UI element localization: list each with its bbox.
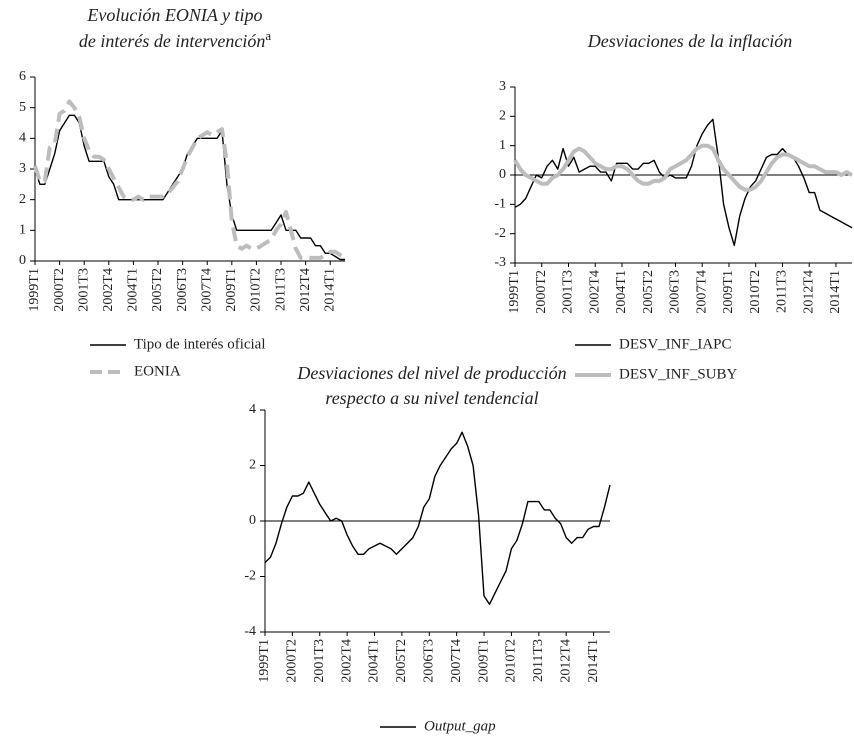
x-tick-label: 2011T3 xyxy=(273,268,288,311)
x-tick-label: 2009T1 xyxy=(476,639,491,683)
y-tick-label: 1 xyxy=(19,223,26,238)
y-tick-label: 3 xyxy=(19,161,26,176)
y-tick-label: 0 xyxy=(499,167,506,182)
y-tick-label: 0 xyxy=(249,513,256,528)
series-line xyxy=(33,99,347,260)
series-line xyxy=(513,143,853,192)
x-tick-label: 2012T4 xyxy=(801,270,816,314)
y-tick-label: 2 xyxy=(249,458,256,473)
x-tick-label: 2012T4 xyxy=(298,268,313,312)
y-tick-label: 5 xyxy=(19,100,26,115)
x-tick-label: 2007T4 xyxy=(199,268,214,312)
x-tick-label: 2006T3 xyxy=(422,639,437,683)
y-tick-label: 2 xyxy=(499,109,506,124)
y-tick-label: 3 xyxy=(499,79,506,94)
x-tick-label: 2004T1 xyxy=(126,268,141,312)
y-tick-label: -2 xyxy=(494,226,506,241)
x-tick-label: 2001T3 xyxy=(561,270,576,314)
legend-label: DESV_INF_IAPC xyxy=(619,336,732,352)
x-tick-label: 2006T3 xyxy=(175,268,190,312)
x-tick-label: 2005T2 xyxy=(150,268,165,312)
x-tick-label: 2009T1 xyxy=(721,270,736,314)
chart-title: Desviaciones de la inflación xyxy=(587,31,792,51)
legend-label: Tipo de interés oficial xyxy=(134,336,266,352)
x-tick-label: 1999T1 xyxy=(257,639,272,683)
chart-title: Desviaciones del nivel de producción xyxy=(296,363,566,383)
x-tick-label: 2010T2 xyxy=(748,270,763,314)
x-tick-label: 2001T3 xyxy=(312,639,327,683)
chart-title: Evolución EONIA y tipo xyxy=(86,5,262,25)
y-tick-label: 2 xyxy=(19,192,26,207)
y-tick-label: 0 xyxy=(19,253,26,268)
x-tick-label: 2004T1 xyxy=(367,639,382,683)
series-line xyxy=(514,118,853,247)
y-tick-label: -3 xyxy=(494,255,506,270)
x-tick-label: 2004T1 xyxy=(614,270,629,314)
x-tick-label: 2007T4 xyxy=(449,639,464,683)
x-tick-label: 2010T2 xyxy=(504,639,519,683)
x-tick-label: 2005T2 xyxy=(641,270,656,314)
x-tick-label: 2002T4 xyxy=(587,270,602,314)
y-tick-label: -4 xyxy=(244,624,256,639)
series-line xyxy=(34,114,345,261)
legend-label: DESV_INF_SUBY xyxy=(619,366,738,382)
x-tick-label: 2000T2 xyxy=(285,639,300,683)
chart-title: respecto a su nivel tendencial xyxy=(325,388,538,408)
chart-title: de interés de intervencióna xyxy=(79,28,271,51)
x-tick-label: 1999T1 xyxy=(507,270,522,314)
x-tick-label: 2002T4 xyxy=(339,639,354,683)
x-tick-label: 2012T4 xyxy=(558,639,573,683)
y-tick-label: 6 xyxy=(19,69,26,84)
y-tick-label: -2 xyxy=(244,569,256,584)
x-tick-label: 2010T2 xyxy=(249,268,264,312)
series-line xyxy=(264,431,611,605)
x-tick-label: 2011T3 xyxy=(775,270,790,313)
x-tick-label: 2006T3 xyxy=(668,270,683,314)
y-tick-label: 4 xyxy=(19,131,26,146)
x-tick-label: 2014T1 xyxy=(586,639,601,683)
x-tick-label: 2001T3 xyxy=(76,268,91,312)
x-tick-label: 2005T2 xyxy=(394,639,409,683)
y-tick-label: 1 xyxy=(499,138,506,153)
x-tick-label: 1999T1 xyxy=(27,268,42,312)
x-tick-label: 2014T1 xyxy=(322,268,337,312)
x-tick-label: 2000T2 xyxy=(534,270,549,314)
legend-label: Output_gap xyxy=(424,718,496,734)
y-tick-label: -1 xyxy=(494,197,506,212)
x-tick-label: 2014T1 xyxy=(828,270,843,314)
x-tick-label: 2002T4 xyxy=(101,268,116,312)
legend-label: EONIA xyxy=(134,363,181,379)
x-tick-label: 2011T3 xyxy=(531,639,546,682)
x-tick-label: 2009T1 xyxy=(224,268,239,312)
x-tick-label: 2007T4 xyxy=(694,270,709,314)
y-tick-label: 4 xyxy=(249,402,256,417)
x-tick-label: 2000T2 xyxy=(52,268,67,312)
title-superscript: a xyxy=(265,28,271,43)
